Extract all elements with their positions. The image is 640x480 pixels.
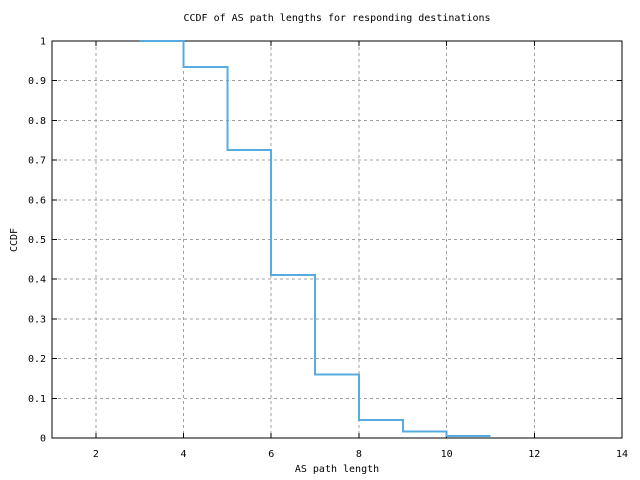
x-tick-label: 14 — [616, 449, 628, 460]
ccdf-step-line — [139, 40, 491, 438]
grid-lines — [52, 41, 622, 438]
x-tick-label: 10 — [441, 449, 453, 460]
y-tick-label: 0 — [40, 434, 46, 445]
y-tick-label: 0.5 — [28, 235, 46, 246]
y-tick-label: 0.2 — [28, 354, 46, 365]
x-tick-label: 2 — [93, 449, 99, 460]
y-tick-label: 1 — [40, 37, 46, 48]
y-tick-label: 0.3 — [28, 314, 46, 325]
y-tick-label: 0.4 — [28, 275, 46, 286]
x-tick-label: 4 — [181, 449, 187, 460]
y-tick-label: 0.8 — [28, 116, 46, 127]
chart-title: CCDF of AS path lengths for responding d… — [183, 13, 491, 24]
x-tick-label: 12 — [528, 449, 540, 460]
tick-labels: 2 4 6 8 10 12 14 0 0.1 0.2 0.3 0.4 0.5 0.6 0.7 0.8 0.9 1 — [28, 37, 628, 461]
x-axis-label: AS path length — [294, 464, 380, 475]
x-tick-label: 6 — [268, 449, 274, 460]
y-tick-label: 0.6 — [28, 195, 46, 206]
y-tick-label: 0.9 — [28, 76, 46, 87]
y-tick-label: 0.7 — [28, 156, 46, 167]
x-tick-label: 8 — [356, 449, 362, 460]
y-tick-label: 0.1 — [28, 394, 46, 405]
